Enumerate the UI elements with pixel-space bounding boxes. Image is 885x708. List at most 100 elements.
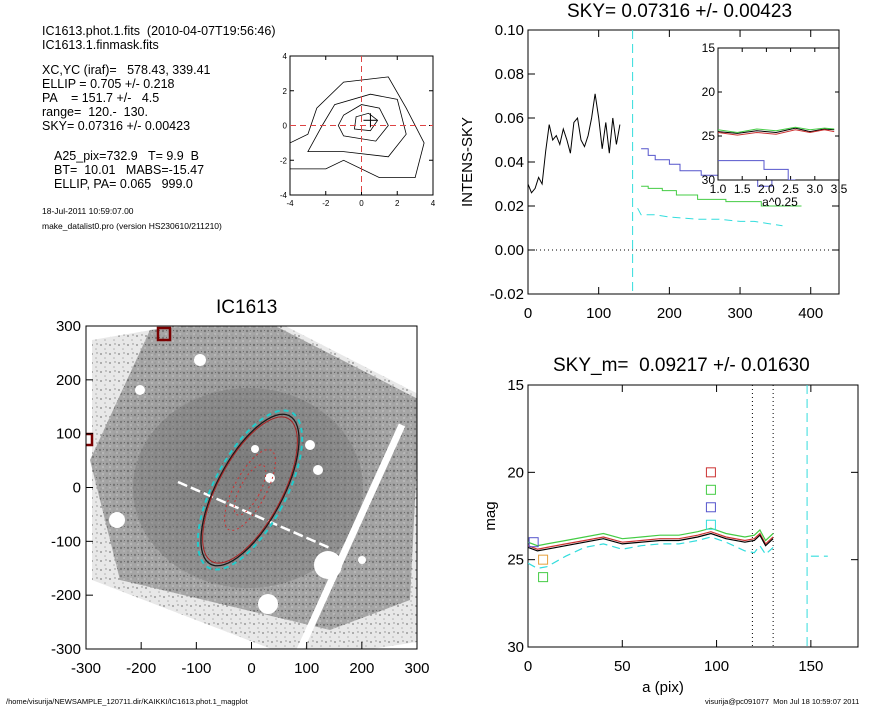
y-tick-label: -4 xyxy=(280,191,288,200)
marker-square-red xyxy=(705,467,716,478)
series-cyan xyxy=(637,207,783,227)
contour-lines xyxy=(290,56,433,195)
series-black xyxy=(528,93,621,194)
inset-series-blue xyxy=(718,160,796,180)
y-tick-label: -200 xyxy=(51,587,81,604)
x-tick-label: 100 xyxy=(704,658,729,675)
mag-series-cyan xyxy=(528,536,774,570)
contour-level xyxy=(307,93,407,158)
x-tick-label: 3.5 xyxy=(831,182,848,196)
y-tick-label: 0.08 xyxy=(495,66,524,83)
plot-frame xyxy=(717,47,840,181)
y-tick-label: 0.06 xyxy=(495,110,524,127)
sky-profile-panel: 0 100 200 300 400 -0.02 0.00 0.02 0.04 0.06 0.08 0.… xyxy=(459,22,848,322)
y-axis-label: mag xyxy=(482,501,499,530)
contour-level xyxy=(290,76,425,179)
y-tick-label: 0 xyxy=(283,122,288,131)
y-tick-label: 4 xyxy=(283,52,288,61)
x-tick-label: 4 xyxy=(431,199,436,208)
marker-square-green xyxy=(538,572,549,583)
y-tick-label: 0.02 xyxy=(495,198,524,215)
y-tick-label: 0.00 xyxy=(495,242,524,259)
y-tick-label: 100 xyxy=(56,426,81,443)
y-tick-label: 2 xyxy=(283,87,288,96)
x-tick-label: -100 xyxy=(181,660,211,677)
series-blue xyxy=(641,148,784,187)
inset-series-black xyxy=(718,127,835,134)
x-tick-label: 200 xyxy=(657,305,682,322)
x-tick-label: 2.5 xyxy=(782,182,799,196)
x-tick-label: 300 xyxy=(404,660,429,677)
param-sky: SKY= 0.07316 +/- 0.00423 xyxy=(42,119,191,133)
x-tick-label: 0 xyxy=(247,660,255,677)
param-pa: PA = 151.7 +/- 4.5 xyxy=(42,91,160,105)
y-tick-label: 0 xyxy=(73,480,81,497)
mag-series-green xyxy=(528,527,774,547)
y-tick-label: 30 xyxy=(702,173,716,187)
x-tick-label: 3.0 xyxy=(806,182,823,196)
x-axis-label: a (pix) xyxy=(642,679,684,696)
y-tick-label: 15 xyxy=(507,377,524,394)
mag-series xyxy=(528,385,828,647)
x-tick-label: 2 xyxy=(395,199,400,208)
x-tick-label: -2 xyxy=(322,199,330,208)
sky-series xyxy=(528,30,839,294)
contour-level xyxy=(337,104,389,142)
inset-x-label: a^0.25 xyxy=(762,195,798,209)
inset-series xyxy=(718,126,835,180)
y-tick-label: 200 xyxy=(56,372,81,389)
y-tick-label: 30 xyxy=(507,639,524,656)
param-ellip: ELLIP = 0.705 +/- 0.218 xyxy=(42,77,175,91)
result-bt: BT= 10.01 MABS=-15.47 xyxy=(54,163,205,177)
param-xcyc: XC,YC (iraf)= 578.43, 339.41 xyxy=(42,63,211,77)
contour-panel: -4 -2 0 2 4 -4 -2 0 2 4 xyxy=(280,52,436,208)
file-name: IC1613.phot.1.fits (2010-04-07T19:56:46) xyxy=(42,24,276,38)
x-tick-label: -4 xyxy=(286,199,294,208)
x-tick-label: -300 xyxy=(71,660,101,677)
marker-square-blue xyxy=(705,502,716,513)
mag-series-red xyxy=(528,531,774,550)
x-tick-label: 1.5 xyxy=(734,182,751,196)
footer-timestamp: visurija@pc091077 Mon Jul 18 10:59:07 20… xyxy=(705,697,860,706)
plot-frame xyxy=(527,384,859,648)
mag-profile-panel: 0 50 100 150 15 20 25 30 a (pix) mag xyxy=(482,377,859,696)
x-tick-label: -200 xyxy=(126,660,156,677)
mask-name: IC1613.1.finmask.fits xyxy=(42,38,159,52)
sky-profile-title: SKY= 0.07316 +/- 0.00423 xyxy=(567,1,793,22)
y-tick-label: 15 xyxy=(702,41,716,55)
x-tick-label: 400 xyxy=(798,305,823,322)
y-tick-label: 20 xyxy=(507,464,524,481)
x-tick-label: 0 xyxy=(359,199,364,208)
x-tick-label: 200 xyxy=(349,660,374,677)
param-range: range= 120.- 130. xyxy=(42,105,148,119)
y-tick-label: 300 xyxy=(56,318,81,335)
inset-series-green xyxy=(718,126,835,134)
footer-path: /home/visurija/NEWSAMPLE_120711.dir/KAIK… xyxy=(6,697,248,706)
mag-profile-title: SKY_m= 0.09217 +/- 0.01630 xyxy=(553,355,810,376)
galaxy-image-render xyxy=(86,326,417,649)
inset-series-red xyxy=(718,129,835,136)
y-tick-label: -0.02 xyxy=(490,286,524,303)
x-tick-label: 50 xyxy=(614,658,631,675)
galaxy-image-title: IC1613 xyxy=(216,297,278,318)
x-tick-label: 0 xyxy=(524,658,532,675)
x-tick-label: 100 xyxy=(586,305,611,322)
x-tick-label: 1.0 xyxy=(710,182,727,196)
marker-square-blue xyxy=(528,537,539,548)
run-date: 18-Jul-2011 10:59:07.00 xyxy=(42,206,134,216)
x-tick-label: 2.0 xyxy=(758,182,775,196)
marker-square-green xyxy=(705,484,716,495)
x-tick-label: 0 xyxy=(524,305,532,322)
y-tick-label: 20 xyxy=(702,85,716,99)
result-ellip-pa: ELLIP, PA= 0.065 999.0 xyxy=(54,177,193,191)
y-tick-label: 0.04 xyxy=(495,154,524,171)
y-tick-label: 25 xyxy=(702,129,716,143)
y-tick-label: 25 xyxy=(507,552,524,569)
contour-level xyxy=(353,112,379,132)
x-tick-label: 150 xyxy=(798,658,823,675)
y-tick-label: -300 xyxy=(51,641,81,658)
marker-square-cyan xyxy=(705,519,716,530)
x-tick-label: 300 xyxy=(728,305,753,322)
galaxy-image-axes: -300 -200 -100 0 100 200 300 -300 -200 -100 0 100 20… xyxy=(51,318,430,677)
